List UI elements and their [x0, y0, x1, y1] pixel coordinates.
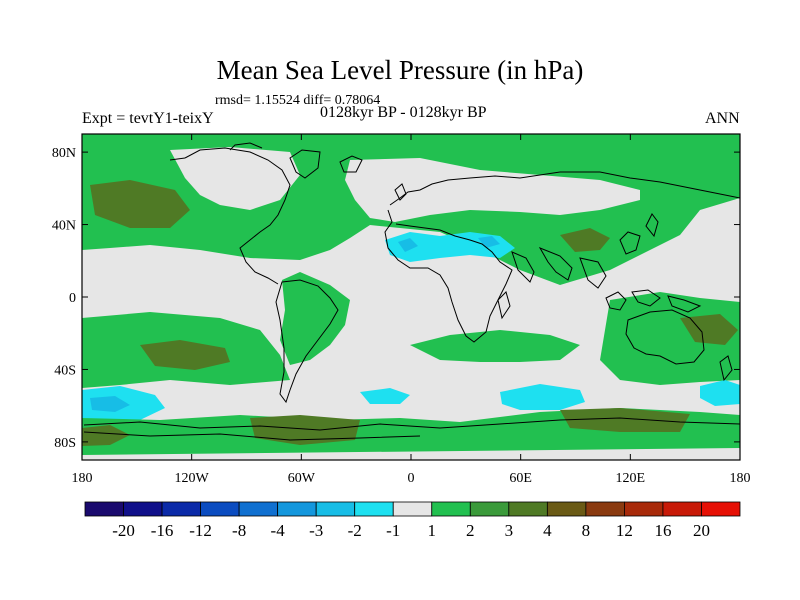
- southern-indian-negative: [500, 384, 585, 410]
- antarctic-high-2: [560, 408, 690, 432]
- colorbar-label: 20: [693, 521, 710, 540]
- experiment-label: Expt = tevtY1-teixY: [82, 110, 214, 127]
- colorbar-label: -12: [189, 521, 212, 540]
- coastlines: [83, 142, 740, 441]
- colorbar-swatch: [315, 501, 356, 517]
- colorbar-swatch: [238, 501, 279, 517]
- chart-title: Mean Sea Level Pressure (in hPa): [216, 55, 584, 85]
- colorbar-swatch: [277, 501, 317, 517]
- colorbar-label: 3: [505, 521, 514, 540]
- period-text: 0128kyr BP - 0128kyr BP: [320, 104, 487, 121]
- colorbar-label: -16: [151, 521, 174, 540]
- y-tick-label: 0: [69, 291, 76, 306]
- antarctic-high-1: [250, 415, 360, 445]
- colorbar-label: -1: [386, 521, 400, 540]
- australia-positive: [600, 292, 740, 385]
- colorbar-swatch: [662, 501, 702, 517]
- map-axes: 180 120W 60W 0 60E 120E 180 80N 40N 0 40S 80S: [52, 134, 751, 486]
- colorbar-label: 2: [466, 521, 475, 540]
- x-tick-label: 120E: [616, 471, 646, 486]
- colorbar-swatch: [624, 501, 664, 517]
- season-label: ANN: [705, 110, 740, 127]
- sahara-negative-core: [398, 238, 418, 252]
- colorbar: -20 -16 -12 -8 -4 -3 -2 -1 1 2 3 4 8 12 16 20: [84, 501, 741, 540]
- colorbar-swatch: [585, 501, 625, 517]
- colorbar-swatch: [161, 501, 201, 517]
- colorbar-swatch: [469, 501, 510, 517]
- south-pacific-high: [140, 340, 230, 370]
- arabia-negative-core: [478, 236, 500, 248]
- colorbar-swatch: [354, 501, 394, 517]
- x-tick-label: 60E: [509, 471, 532, 486]
- x-tick-label: 0: [408, 471, 415, 486]
- y-tick-label: 40N: [52, 219, 76, 234]
- colorbar-swatch: [200, 501, 240, 517]
- colorbar-swatch: [431, 501, 471, 517]
- colorbar-label: -8: [232, 521, 246, 540]
- north-neutral-patch: [345, 158, 640, 222]
- north-neutral-patch-2: [170, 147, 300, 210]
- colorbar-swatch: [392, 501, 433, 517]
- colorbar-label: 4: [543, 521, 552, 540]
- east-asia-high: [560, 228, 610, 252]
- colorbar-label: -2: [348, 521, 362, 540]
- x-tick-label: 60W: [288, 471, 316, 486]
- colorbar-label: 12: [616, 521, 633, 540]
- stats-text: rmsd= 1.15524 diff= 0.78064: [215, 93, 381, 108]
- colorbar-label: -4: [271, 521, 286, 540]
- south-america-positive: [280, 272, 350, 365]
- colorbar-label: 16: [654, 521, 671, 540]
- southern-atlantic-negative: [360, 388, 410, 404]
- south-atlantic-positive: [410, 330, 580, 362]
- pressure-field: [82, 134, 740, 460]
- colorbar-swatch: [508, 501, 548, 517]
- north-pacific-high: [90, 180, 190, 228]
- y-tick-label: 80N: [52, 146, 76, 161]
- colorbar-label: -3: [309, 521, 323, 540]
- australia-high: [680, 314, 738, 345]
- colorbar-label: -20: [112, 521, 135, 540]
- y-tick-label: 80S: [54, 436, 76, 451]
- colorbar-swatch: [546, 501, 587, 517]
- y-tick-label: 40S: [54, 363, 76, 378]
- colorbar-label: 8: [582, 521, 591, 540]
- colorbar-swatch: [701, 501, 741, 517]
- x-tick-label: 180: [72, 471, 93, 486]
- colorbar-label: 1: [428, 521, 437, 540]
- colorbar-swatch: [123, 501, 163, 517]
- x-tick-label: 180: [730, 471, 751, 486]
- x-tick-label: 120W: [175, 471, 210, 486]
- colorbar-swatch: [84, 501, 124, 517]
- southern-ocean-negative-2: [700, 380, 740, 406]
- southern-pacific-negative-core: [90, 396, 130, 412]
- antarctic-high-3: [82, 425, 130, 446]
